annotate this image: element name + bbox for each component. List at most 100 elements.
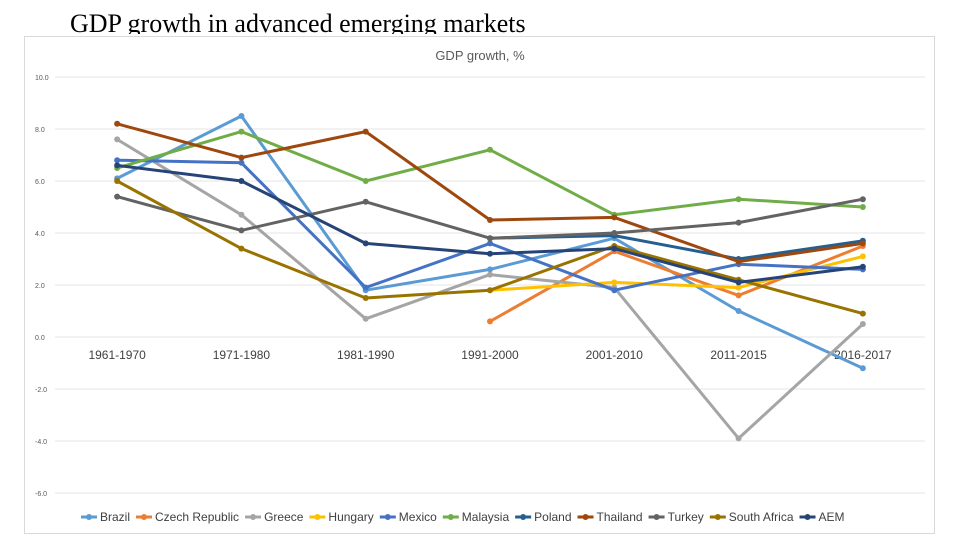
legend-item: Thailand (577, 510, 643, 524)
legend-item: Hungary (309, 510, 374, 524)
legend-item: Malaysia (442, 510, 510, 524)
legend-label: South Africa (729, 510, 794, 524)
legend-marker (804, 514, 811, 520)
y-tick-label: 10.0 (35, 75, 49, 82)
data-point (114, 162, 121, 169)
legend-marker (86, 514, 92, 520)
data-point (735, 258, 742, 265)
data-point (487, 240, 493, 247)
data-point (114, 120, 121, 127)
data-point (611, 245, 618, 252)
legend-item: Mexico (379, 510, 437, 524)
data-point (362, 315, 369, 322)
data-point (735, 292, 742, 299)
data-point (238, 211, 245, 218)
data-point (362, 295, 369, 301)
series-line (116, 130, 863, 217)
data-point (238, 113, 245, 119)
data-point (362, 240, 369, 247)
legend-label: Czech Republic (155, 510, 239, 524)
legend-item: AEM (799, 510, 845, 524)
data-point (859, 204, 866, 210)
legend-marker (314, 514, 321, 520)
x-axis: 1961-1970 1971-1980 1981-1990 1991-2000 2001… (88, 348, 891, 362)
x-tick-label: 2001-2010 (586, 348, 644, 362)
legend-item: Czech Republic (136, 510, 239, 524)
data-point (362, 128, 369, 135)
legend-label: AEM (819, 510, 845, 524)
data-point (611, 279, 618, 286)
data-point (735, 196, 742, 203)
data-point (859, 240, 866, 247)
data-point (611, 287, 618, 294)
legend-label: Hungary (328, 510, 373, 524)
gridlines (55, 76, 925, 494)
data-point (487, 146, 493, 153)
data-point (487, 235, 493, 242)
series-line (489, 254, 864, 292)
data-point (859, 253, 866, 260)
legend-marker (384, 514, 391, 520)
y-tick-label: -2.0 (35, 387, 47, 394)
x-tick-label: 1971-1980 (213, 348, 271, 362)
data-point (859, 310, 866, 317)
legend-marker (714, 514, 721, 520)
legend-label: Greece (264, 510, 304, 524)
legend-marker (250, 514, 257, 520)
data-point (611, 230, 618, 236)
y-tick-label: 2.0 (35, 283, 45, 290)
data-point (487, 287, 493, 294)
data-point (611, 214, 618, 221)
data-point (362, 284, 369, 291)
x-tick-label: 2011-2015 (710, 348, 767, 362)
data-point (859, 365, 866, 372)
data-point (114, 136, 121, 143)
data-point (114, 157, 121, 164)
data-point (735, 308, 742, 314)
data-point (735, 279, 742, 286)
legend-marker (653, 514, 660, 520)
data-point (114, 178, 121, 184)
data-point (735, 219, 742, 226)
x-tick-label: 2016-2017 (834, 348, 892, 362)
legend-item: South Africa (709, 510, 794, 524)
y-tick-label: 4.0 (35, 231, 45, 238)
legend-label: Thailand (597, 510, 643, 524)
series-malaysia (114, 128, 866, 218)
data-point (238, 159, 245, 166)
legend-item: Greece (245, 510, 304, 524)
legend-label: Brazil (100, 510, 130, 524)
y-tick-label: -6.0 (35, 491, 47, 498)
legend-marker (447, 514, 454, 520)
data-point (487, 217, 493, 223)
y-tick-label: -4.0 (35, 439, 47, 446)
legend-label: Poland (534, 510, 571, 524)
data-point (238, 178, 245, 184)
y-axis: 10.0 8.0 6.0 4.0 2.0 0.0 -2.0 -4.0 -6.0 (35, 75, 49, 498)
legend: Brazil Czech Republic Greece Hungary Mexico M… (81, 510, 845, 524)
legend-label: Turkey (668, 510, 704, 524)
series-lines (114, 113, 866, 442)
y-tick-label: 8.0 (35, 127, 45, 134)
series-aem (114, 162, 866, 286)
y-tick-label: 0.0 (35, 335, 45, 342)
series-turkey (114, 193, 866, 242)
data-point (859, 321, 866, 327)
line-chart: GDP growth, % 10.0 8.0 6.0 4.0 2.0 0.0 -2.0 -4.… (35, 48, 925, 524)
data-point (362, 198, 369, 205)
chart-title: GDP growth, % (435, 48, 525, 63)
legend-marker (520, 514, 527, 520)
series-thailand (114, 120, 866, 265)
data-point (238, 227, 245, 234)
data-point (487, 266, 493, 273)
data-point (859, 263, 866, 270)
data-point (487, 271, 493, 278)
legend-label: Malaysia (462, 510, 510, 524)
y-tick-label: 6.0 (35, 179, 45, 186)
legend-item: Turkey (648, 510, 704, 524)
data-point (114, 193, 121, 200)
data-point (238, 128, 245, 135)
data-point (859, 196, 866, 203)
data-point (362, 178, 369, 184)
data-point (487, 318, 493, 325)
